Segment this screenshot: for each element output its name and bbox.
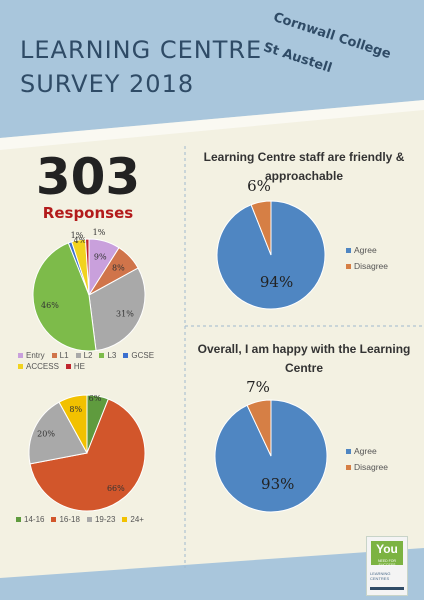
- legend-item: ACCESS: [18, 361, 59, 372]
- legend-item: Agree: [346, 245, 388, 256]
- level-label-access: 4%: [74, 236, 87, 245]
- legend-swatch: [346, 264, 351, 269]
- happy-label-disagree: 7%: [246, 378, 270, 396]
- level-label-he: 1%: [93, 228, 106, 237]
- legend-swatch: [65, 364, 71, 369]
- age-label-24-: 8%: [69, 405, 82, 414]
- friendly-label-agree: 94%: [260, 273, 293, 291]
- legend-label: Agree: [354, 245, 377, 255]
- legend-swatch: [346, 465, 351, 470]
- level-slice-he: [84, 238, 90, 296]
- legend-item: Disagree: [346, 261, 388, 272]
- level-label-entry: 9%: [94, 252, 107, 261]
- legend-swatch: [75, 353, 81, 358]
- happy-slice-disagree: [246, 399, 272, 457]
- legend-item: GCSE: [123, 350, 154, 361]
- learning-centre-logo: You NEED FOR SUCCESS LEARNING CENTRES: [366, 536, 408, 596]
- legend-item: L1: [51, 350, 69, 361]
- legend-label: ACCESS: [26, 362, 59, 371]
- level-label-l2: 31%: [116, 309, 134, 318]
- legend-swatch: [51, 353, 57, 358]
- legend-item: 24+: [122, 514, 144, 525]
- friendly-label-disagree: 6%: [247, 177, 271, 195]
- legend-label: 16-18: [59, 515, 80, 524]
- legend-swatch: [122, 517, 128, 522]
- legend-label: Agree: [354, 446, 377, 456]
- logo-caption: LEARNING CENTRES: [370, 571, 391, 581]
- legend-swatch: [51, 517, 57, 522]
- age-label-16-18: 66%: [107, 484, 125, 493]
- legend-swatch: [99, 353, 105, 358]
- legend-label: Disagree: [354, 261, 389, 271]
- logo-badge-subtext: NEED FOR SUCCESS: [377, 559, 397, 567]
- page-title-line1: LEARNING CENTRE: [20, 36, 263, 64]
- legend-item: 14-16: [16, 514, 44, 525]
- age-legend: 14-16 16-18 19-23 24+: [16, 514, 186, 525]
- legend-label: HE: [73, 362, 86, 371]
- level-slice-l3: [32, 242, 97, 352]
- legend-label: 19-23: [94, 515, 116, 524]
- happy-legend: Agree Disagree: [346, 446, 388, 478]
- legend-swatch: [346, 449, 351, 454]
- legend-item: HE: [65, 361, 86, 372]
- legend-swatch: [123, 353, 129, 358]
- age-label-14-16: 6%: [89, 394, 102, 403]
- legend-label: 24+: [130, 515, 144, 524]
- legend-swatch: [18, 364, 23, 369]
- legend-swatch: [18, 353, 23, 358]
- page-title-line2: SURVEY 2018: [20, 70, 195, 98]
- legend-swatch: [16, 517, 21, 522]
- legend-label: L2: [83, 351, 93, 360]
- level-label-l3: 46%: [41, 301, 59, 310]
- friendly-question-title: Learning Centre staff are friendly & app…: [203, 150, 405, 183]
- legend-label: L3: [107, 351, 117, 360]
- legend-item: Entry: [18, 350, 45, 361]
- level-slice-l2: [88, 267, 146, 352]
- legend-item: L3: [99, 350, 116, 361]
- legend-label: Disagree: [354, 462, 389, 472]
- level-label-gcse: 1%: [71, 231, 84, 240]
- legend-item: Agree: [346, 446, 388, 457]
- legend-item: 16-18: [51, 514, 80, 525]
- happy-label-agree: 93%: [261, 475, 294, 493]
- legend-item: Disagree: [346, 462, 388, 473]
- legend-swatch: [346, 248, 351, 253]
- legend-label: L1: [59, 351, 69, 360]
- logo-bar: [370, 587, 404, 590]
- age-slice-19-23: [28, 401, 88, 465]
- friendly-slice-disagree: [250, 200, 272, 256]
- friendly-legend: Agree Disagree: [346, 245, 388, 277]
- logo-badge: You: [371, 541, 403, 565]
- happy-question-title: Overall, I am happy with the Learning Ce…: [197, 342, 411, 375]
- age-label-19-23: 20%: [37, 430, 55, 439]
- age-slice-16-18: [29, 398, 146, 512]
- age-slice-24-: [58, 394, 88, 454]
- responses-label: Responses: [42, 204, 134, 222]
- response-count: 303: [35, 148, 141, 206]
- legend-label: GCSE: [131, 351, 155, 360]
- legend-swatch: [86, 517, 92, 522]
- legend-item: 19-23: [86, 514, 116, 525]
- legend-label: 14-16: [24, 515, 45, 524]
- level-legend: Entry L1 L2 L3 GCSE ACCESS HE: [18, 350, 178, 372]
- legend-item: L2: [75, 350, 93, 361]
- level-label-l1: 8%: [112, 263, 125, 272]
- legend-label: Entry: [26, 351, 45, 360]
